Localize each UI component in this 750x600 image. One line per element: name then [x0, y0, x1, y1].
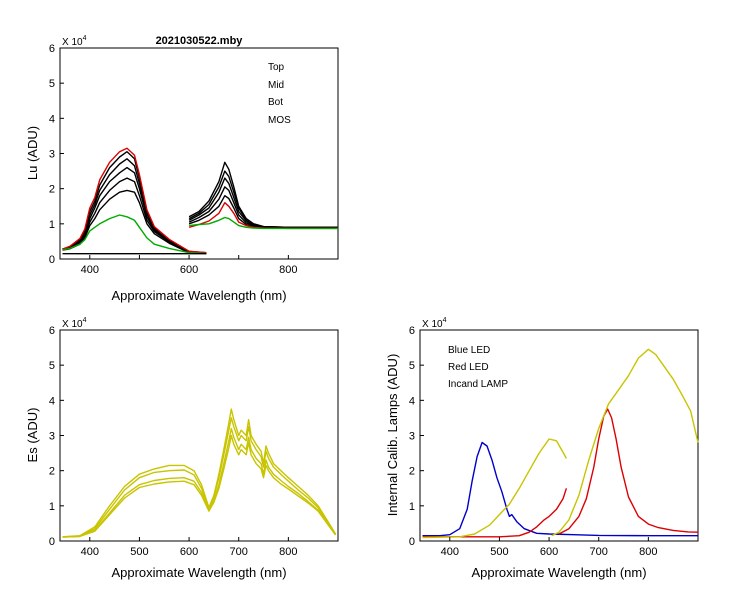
lamps-series-red-led	[422, 488, 568, 538]
lamps-x-tick-label: 600	[540, 546, 558, 558]
es-y-axis-label: Es (ADU)	[25, 408, 40, 463]
es-y-tick-label: 4	[49, 395, 55, 407]
lamps-y-tick-label: 5	[409, 360, 415, 372]
lu-y-axis-label: Lu (ADU)	[25, 126, 40, 180]
lu-series-top-2	[62, 158, 207, 254]
lu-series-top-4	[188, 186, 338, 229]
lamps-x-tick-label: 700	[590, 546, 608, 558]
lu-y-tick-label: 3	[49, 149, 55, 161]
lamps-legend: Blue LED Red LED Incand LAMP	[448, 345, 508, 390]
lu-panel: 400 600 800 0 1 2 3 4 5 6 2021030522.mby X 104 Ap…	[25, 35, 339, 303]
lu-x-tick-label: 400	[81, 264, 99, 276]
lu-legend-mos: MOS	[268, 115, 291, 126]
lu-y-tick-label: 2	[49, 184, 55, 196]
es-y-tick-label: 3	[49, 431, 55, 443]
lamps-y-tick-label: 4	[409, 395, 415, 407]
lamps-x-tick-label: 500	[490, 546, 508, 558]
es-y-tick-label: 2	[49, 466, 55, 478]
es-series-layer	[62, 408, 337, 538]
lamps-series-layer	[422, 348, 699, 539]
lu-exponent-label: X 104	[62, 35, 87, 48]
lu-series-bot	[189, 216, 338, 230]
lu-y-tick-label: 1	[49, 219, 55, 231]
lamps-x-tick-label: 400	[441, 546, 459, 558]
lu-series-top-5	[188, 194, 338, 229]
es-x-tick-label: 400	[81, 546, 99, 558]
lamps-x-tick-label: 800	[639, 546, 657, 558]
lamps-y-tick-label: 6	[409, 325, 415, 337]
lamps-y-axis-label: Internal Calib. Lamps (ADU)	[385, 354, 400, 517]
lamps-y-tick-label: 1	[409, 501, 415, 513]
lu-y-tick-label: 0	[49, 254, 55, 266]
lu-chart-title: 2021030522.mby	[156, 35, 244, 47]
lu-series-layer	[62, 147, 338, 255]
lu-legend-bot: Bot	[268, 97, 283, 108]
es-x-tick-label: 800	[279, 546, 297, 558]
es-plot-frame	[59, 329, 339, 542]
es-y-tick-label: 0	[49, 536, 55, 548]
es-series-es-1	[62, 408, 337, 538]
es-y-tick-label: 1	[49, 501, 55, 513]
lu-series-mid	[62, 147, 207, 254]
es-series-es-3	[62, 427, 337, 538]
es-y-tick-label: 5	[49, 360, 55, 372]
lu-series-top-1	[188, 161, 338, 229]
lamps-series-red-led	[558, 408, 699, 535]
lu-legend: Top Mid Bot MOS	[268, 62, 291, 126]
lu-x-axis-label: Approximate Wavelength (nm)	[111, 288, 286, 303]
es-series-es-2	[62, 417, 337, 538]
lamps-panel: 400 500 600 700 800 0 1 2 3 4 5 6 X 104 Approximate…	[385, 317, 699, 580]
lamps-series-incand-lamp	[422, 438, 568, 539]
lamps-legend-blue-led: Blue LED	[448, 345, 490, 356]
es-x-tick-label: 600	[180, 546, 198, 558]
lamps-series-incand-lamp	[551, 348, 699, 537]
lu-y-tick-label: 5	[49, 78, 55, 90]
lu-legend-top: Top	[268, 62, 285, 73]
lu-series-bot	[62, 214, 207, 255]
es-ticks-layer: 400 500 600 700 800 0 1 2 3 4 5 6	[49, 325, 298, 558]
lu-x-tick-label: 600	[180, 264, 198, 276]
es-panel: 400 500 600 700 800 0 1 2 3 4 5 6 X 104 Approximate…	[25, 317, 339, 580]
lu-x-tick-label: 800	[279, 264, 297, 276]
lu-series-top-4	[62, 177, 207, 255]
lamps-series-blue-led	[422, 441, 698, 537]
lu-ticks-layer: 400 600 800 0 1 2 3 4 5 6	[49, 43, 298, 276]
es-x-tick-label: 500	[130, 546, 148, 558]
lamps-y-tick-label: 0	[409, 536, 415, 548]
lu-series-top-5	[62, 189, 207, 255]
lu-series-top-3	[62, 166, 207, 254]
lamps-x-axis-label: Approximate Wavelength (nm)	[471, 565, 646, 580]
lamps-legend-incand-lamp: Incand LAMP	[448, 379, 508, 390]
es-y-tick-label: 6	[49, 325, 55, 337]
lu-legend-mid: Mid	[268, 80, 284, 91]
lamps-y-tick-label: 3	[409, 431, 415, 443]
es-exponent-label: X 104	[62, 317, 87, 330]
lamps-exponent-label: X 104	[422, 317, 447, 330]
lu-y-tick-label: 4	[49, 113, 55, 125]
lu-y-tick-label: 6	[49, 43, 55, 55]
es-x-axis-label: Approximate Wavelength (nm)	[111, 565, 286, 580]
lu-series-mid	[188, 201, 338, 230]
lamps-ticks-layer: 400 500 600 700 800 0 1 2 3 4 5 6	[409, 325, 658, 558]
es-x-tick-label: 700	[230, 546, 248, 558]
lamps-y-tick-label: 2	[409, 466, 415, 478]
es-series-es-4	[62, 434, 337, 538]
lamps-legend-red-led: Red LED	[448, 362, 489, 373]
